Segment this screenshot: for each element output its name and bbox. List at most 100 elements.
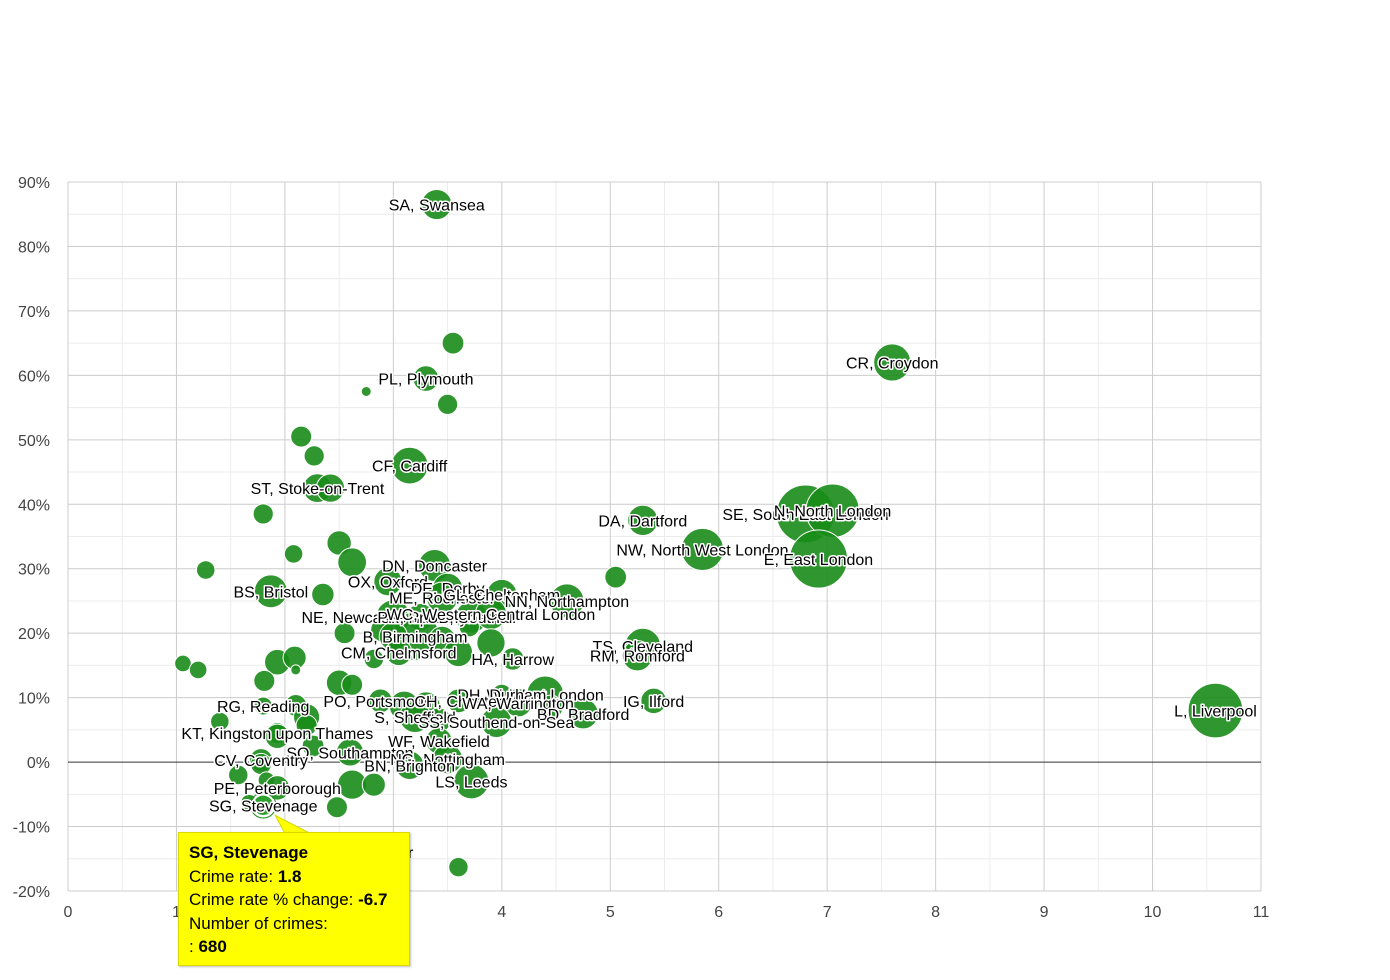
bubble [549,583,585,619]
bubble-label: NG, Nottingham [390,752,505,769]
bubble-label: RM, Romford [590,649,685,666]
bubble-label: W, West London [487,687,604,704]
y-tick-label: 60% [18,368,50,385]
bubble-label: TS, Cleveland [593,639,694,656]
bubble [640,687,667,715]
y-tick-label: -20% [13,884,50,901]
bubble-label: PR, Preston [377,610,463,627]
bubble-label: HA, Harrow [471,652,554,669]
y-tick-label: -10% [13,820,50,837]
bubble-label: PO, Portsmouth [323,694,437,711]
bubble [333,622,356,645]
bubble-label: PL, Plymouth [378,372,473,389]
bubble [436,393,459,415]
bubble-label: BS, Bristol [233,584,308,601]
bubble [443,637,474,668]
bubble [453,763,490,800]
bubble-label: NW, North West London [616,542,788,559]
bubble [604,565,628,589]
bubble-label: UB, Southall [427,610,516,627]
bubble [390,446,429,485]
tooltip-change-label: Crime rate % change: [189,890,354,909]
bubble [394,750,425,780]
bubble-label: CH, Chester [414,694,503,711]
major-gridlines [68,181,1262,891]
bubble [253,696,273,716]
bubble-label: LS, Leeds [435,774,507,791]
bubble [373,566,403,597]
bubble [295,714,318,737]
bubble-label: CV, Coventry [214,753,308,770]
bubble-label: SO, Southampton [286,745,413,762]
bubble [337,547,368,578]
bubble-label: S, Sheffield [374,710,456,727]
tooltip-rate-label: Crime rate: [189,866,274,886]
x-tick-label: 6 [714,904,723,921]
y-tick-label: 50% [18,433,50,450]
bubble [361,772,386,797]
bubble-label: N, North London [774,504,891,521]
x-tick-label: 8 [931,904,940,921]
bubble [341,673,364,696]
bubble-label: DE, Derby [411,581,485,598]
bubble [188,660,208,680]
bubble [290,664,302,676]
bubble-label: KT, Kingston upon Thames [181,726,373,743]
bubble-label: GL, Cheltenham [444,588,561,605]
bubble [325,796,348,819]
bubble-label: CF, Cardiff [372,459,448,476]
bubble-label: NE, Newcastle upon Tyne [301,610,485,627]
bubble [311,582,335,607]
bubble-labels: SA, Swansea CR, Croydon PL, Plymouth CF, Ca… [180,196,1258,863]
bubble-label: DA, Dartford [598,513,687,530]
bubble [360,385,372,397]
bubble [627,504,659,536]
tooltip-title: SG, Stevenage [189,843,309,862]
tooltip-count-prefix: : [189,937,194,956]
bubble-label: ME, Rochester [389,591,495,608]
bubble-label: IG, Ilford [623,694,684,711]
tooltip-rate-value: 1.8 [277,866,302,886]
bubble [873,343,912,382]
x-tick-label: 11 [1253,904,1270,921]
bubble-label: ST, Stoke-on-Trent [251,481,385,498]
bubble [432,743,463,775]
label-behind-tooltip: r [408,845,414,862]
bubble [252,503,274,525]
y-tick-label: 10% [18,691,50,708]
bubble-label: E, East London [764,552,873,569]
bubble [335,738,365,767]
bubble-label: CR, Croydon [846,355,938,372]
bubble-label: L, Liverpool [1174,704,1257,721]
bubble [303,445,325,467]
bubble [458,616,480,638]
bubble-label: PE, Peterborough [214,781,341,798]
y-tick-label: 30% [18,562,50,579]
bubble [476,628,506,658]
bubble [789,529,849,589]
bubble [1187,682,1244,739]
axes: 01234567891011-20%-10%0%10%20%30%40%50%6… [13,175,1270,921]
highlighted-bubble-ring [250,792,277,819]
bubble [363,648,385,670]
tooltip-count-value: 680 [198,937,227,956]
bubble-label: OX, Oxford [348,575,428,592]
bubble [253,669,276,692]
bubble [283,544,304,564]
highlighted-bubble [251,793,275,817]
bubble-label: CM, Chelmsford [341,646,457,663]
bubble-label: RG, Reading [217,699,310,716]
bubble-label: DN, Doncaster [382,559,488,576]
tooltip: SG, Stevenage Crime rate: 1.8 Crime rate… [178,832,410,966]
bubble [228,764,249,786]
x-tick-label: 7 [823,904,832,921]
bubble [264,723,291,750]
y-tick-label: 70% [18,304,50,321]
bubble [210,711,230,732]
x-tick-label: 4 [497,904,506,921]
bubble [621,640,653,672]
bubble [426,581,459,614]
bubble [446,688,471,714]
bubble-label: NN, Northampton [505,594,630,611]
